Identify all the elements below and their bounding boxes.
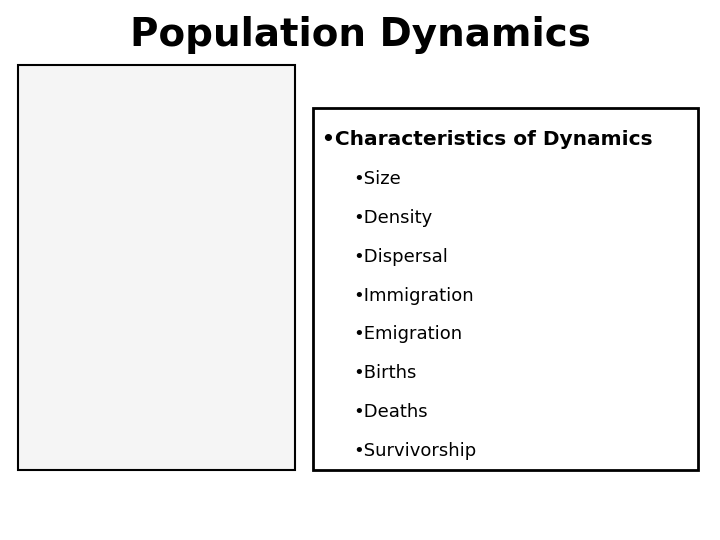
Text: •Size: •Size [353,170,400,188]
FancyBboxPatch shape [18,65,295,470]
Text: •Survivorship: •Survivorship [353,442,476,460]
Text: •Immigration: •Immigration [353,287,474,305]
Text: •Dispersal: •Dispersal [353,248,448,266]
Text: •Characteristics of Dynamics: •Characteristics of Dynamics [322,130,652,149]
Text: •Emigration: •Emigration [353,326,462,343]
FancyBboxPatch shape [313,108,698,470]
Text: Population Dynamics: Population Dynamics [130,16,590,54]
Text: •Births: •Births [353,364,416,382]
Text: •Deaths: •Deaths [353,403,428,421]
Text: •Density: •Density [353,209,432,227]
